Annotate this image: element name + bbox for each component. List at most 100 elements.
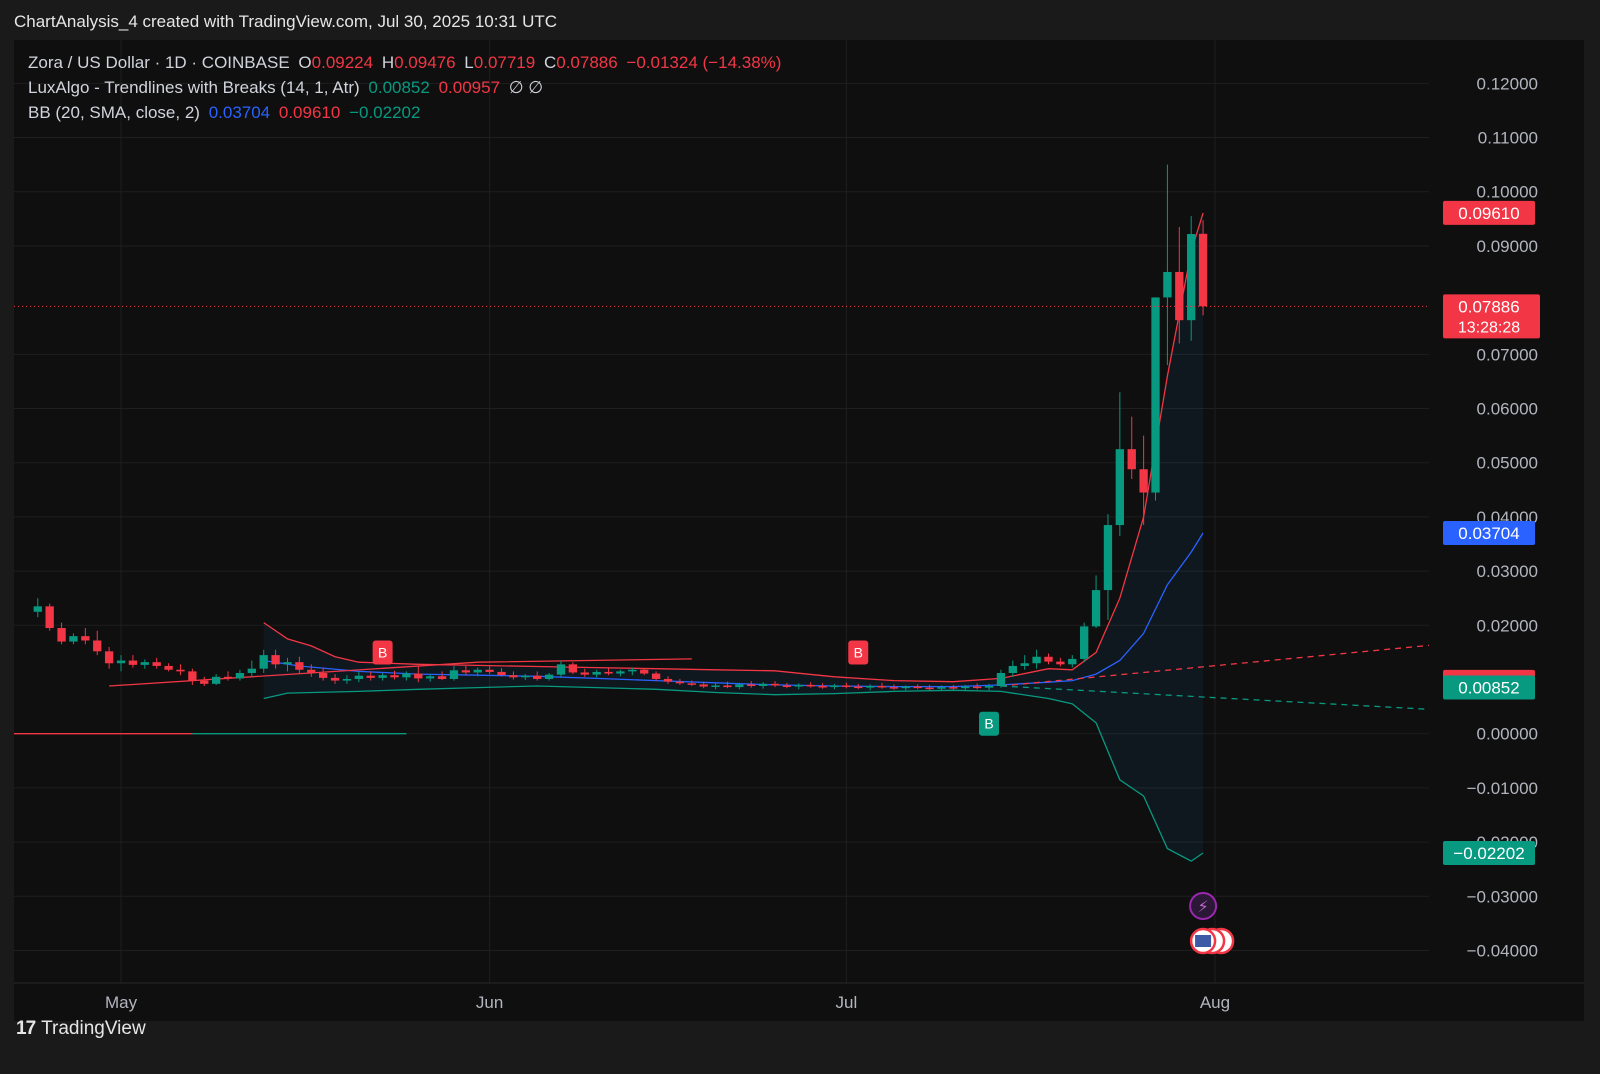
candle[interactable]: [283, 662, 292, 665]
candle[interactable]: [116, 660, 126, 664]
candle[interactable]: [1115, 449, 1125, 526]
candle[interactable]: [1139, 469, 1148, 493]
candle[interactable]: [473, 669, 482, 673]
price-tag[interactable]: [1443, 675, 1535, 700]
indicator-name[interactable]: LuxAlgo - Trendlines with Breaks (14, 1,…: [28, 78, 360, 97]
candle[interactable]: [57, 628, 66, 642]
break-marker[interactable]: [979, 711, 1000, 736]
chart-pane[interactable]: B B B ⚡ 0.12000 0.11000 0.10000 0.09000 0.07000 0…: [14, 40, 1584, 1021]
candle[interactable]: [877, 686, 887, 688]
symbol-name[interactable]: Zora / US Dollar · 1D · COINBASE: [28, 53, 290, 72]
candle[interactable]: [69, 636, 78, 642]
candle[interactable]: [616, 671, 625, 674]
candle[interactable]: [925, 687, 934, 690]
candle[interactable]: [164, 665, 173, 670]
candle[interactable]: [1187, 234, 1196, 321]
candle[interactable]: [949, 687, 958, 689]
candle[interactable]: [854, 686, 863, 689]
candle[interactable]: [889, 687, 899, 689]
candle[interactable]: [628, 669, 637, 672]
candle[interactable]: [247, 668, 256, 674]
price-tag[interactable]: [1443, 294, 1540, 339]
candle[interactable]: [318, 673, 328, 678]
candle[interactable]: [402, 673, 411, 678]
candle[interactable]: [295, 662, 304, 670]
candle[interactable]: [200, 680, 209, 684]
candle[interactable]: [1020, 663, 1029, 666]
bollinger-legend[interactable]: BB (20, SMA, close, 2) 0.03704 0.09610 −…: [28, 103, 424, 123]
price-chart[interactable]: B B B ⚡ 0.12000 0.11000 0.10000 0.09000 0.07000 0…: [14, 40, 1584, 1021]
candle[interactable]: [735, 684, 744, 688]
candle[interactable]: [271, 655, 280, 665]
candle[interactable]: [675, 681, 685, 684]
candle[interactable]: [354, 675, 363, 679]
candle[interactable]: [640, 669, 649, 674]
candle[interactable]: [1044, 656, 1053, 662]
price-tag[interactable]: [1443, 200, 1535, 225]
candle[interactable]: [378, 675, 387, 678]
break-marker[interactable]: [848, 640, 869, 665]
candle[interactable]: [1008, 665, 1017, 674]
lightning-icon[interactable]: [1189, 892, 1218, 920]
candle[interactable]: [961, 686, 970, 689]
candle[interactable]: [1163, 271, 1172, 298]
luxalgo-legend[interactable]: LuxAlgo - Trendlines with Breaks (14, 1,…: [28, 78, 547, 98]
candle[interactable]: [865, 686, 875, 688]
candle[interactable]: [497, 671, 506, 676]
candle[interactable]: [984, 686, 994, 688]
candle[interactable]: [758, 683, 768, 687]
candle[interactable]: [259, 655, 268, 669]
candle[interactable]: [1198, 233, 1208, 307]
candle[interactable]: [1091, 590, 1101, 627]
candle[interactable]: [93, 640, 102, 652]
candle[interactable]: [568, 664, 578, 673]
candle[interactable]: [901, 686, 910, 689]
candle[interactable]: [830, 685, 839, 688]
candle[interactable]: [152, 662, 161, 666]
candle[interactable]: [509, 675, 518, 678]
candle[interactable]: [461, 670, 471, 673]
candle[interactable]: [842, 685, 851, 687]
candle[interactable]: [592, 671, 601, 675]
candle[interactable]: [651, 673, 661, 679]
candle[interactable]: [770, 683, 780, 686]
candle[interactable]: [104, 651, 114, 664]
price-tag[interactable]: [1443, 841, 1535, 866]
tradingview-branding[interactable]: 17 TradingView: [16, 1018, 146, 1040]
candle[interactable]: [996, 673, 1006, 687]
candle[interactable]: [235, 673, 245, 679]
candle[interactable]: [556, 664, 566, 675]
candle[interactable]: [426, 676, 435, 679]
candle[interactable]: [330, 677, 340, 681]
candle[interactable]: [342, 678, 352, 681]
candle[interactable]: [128, 660, 138, 665]
candle[interactable]: [449, 670, 459, 679]
candle[interactable]: [937, 687, 946, 689]
candle[interactable]: [913, 686, 922, 689]
candle[interactable]: [1056, 661, 1065, 665]
candle[interactable]: [782, 685, 792, 687]
candle[interactable]: [81, 636, 90, 641]
candle[interactable]: [414, 673, 423, 679]
candle[interactable]: [1080, 626, 1089, 659]
candle[interactable]: [687, 683, 696, 685]
symbol-legend[interactable]: Zora / US Dollar · 1D · COINBASE O0.0922…: [28, 53, 785, 73]
candle[interactable]: [390, 675, 399, 678]
candle[interactable]: [533, 675, 542, 679]
candle[interactable]: [580, 672, 589, 675]
candle[interactable]: [663, 678, 673, 682]
candle[interactable]: [723, 685, 732, 688]
candle[interactable]: [1032, 656, 1041, 664]
candle[interactable]: [972, 686, 982, 689]
candle[interactable]: [794, 684, 803, 687]
break-marker[interactable]: [372, 640, 393, 665]
candle[interactable]: [604, 671, 613, 674]
indicator-name[interactable]: BB (20, SMA, close, 2): [28, 103, 200, 122]
candle[interactable]: [307, 669, 316, 674]
candle[interactable]: [366, 675, 375, 678]
candle[interactable]: [544, 674, 554, 679]
candle[interactable]: [1127, 449, 1136, 470]
candle[interactable]: [188, 671, 197, 681]
candle[interactable]: [711, 685, 720, 687]
candle[interactable]: [45, 606, 54, 629]
